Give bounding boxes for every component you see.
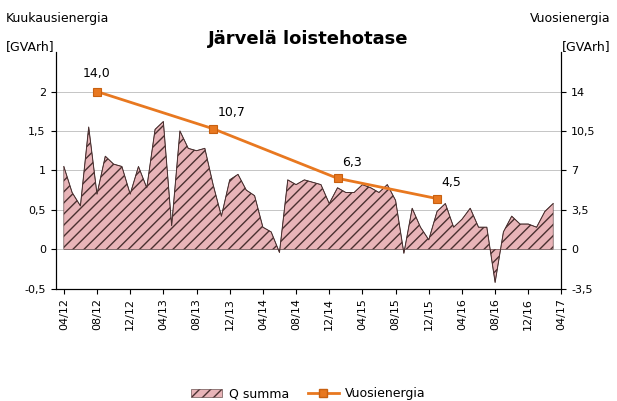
Text: Kuukausienergia: Kuukausienergia [6,12,110,25]
Text: [GVArh]: [GVArh] [562,40,611,53]
Text: [GVArh]: [GVArh] [6,40,55,53]
Text: Vuosienergia: Vuosienergia [530,12,611,25]
Text: 4,5: 4,5 [441,176,461,189]
Text: 10,7: 10,7 [217,106,245,119]
Title: Järvelä loistehotase: Järvelä loistehotase [209,30,408,48]
Text: 6,3: 6,3 [342,156,362,169]
Legend: Q summa, Vuosienergia: Q summa, Vuosienergia [186,383,431,401]
Text: 14,0: 14,0 [83,67,111,80]
